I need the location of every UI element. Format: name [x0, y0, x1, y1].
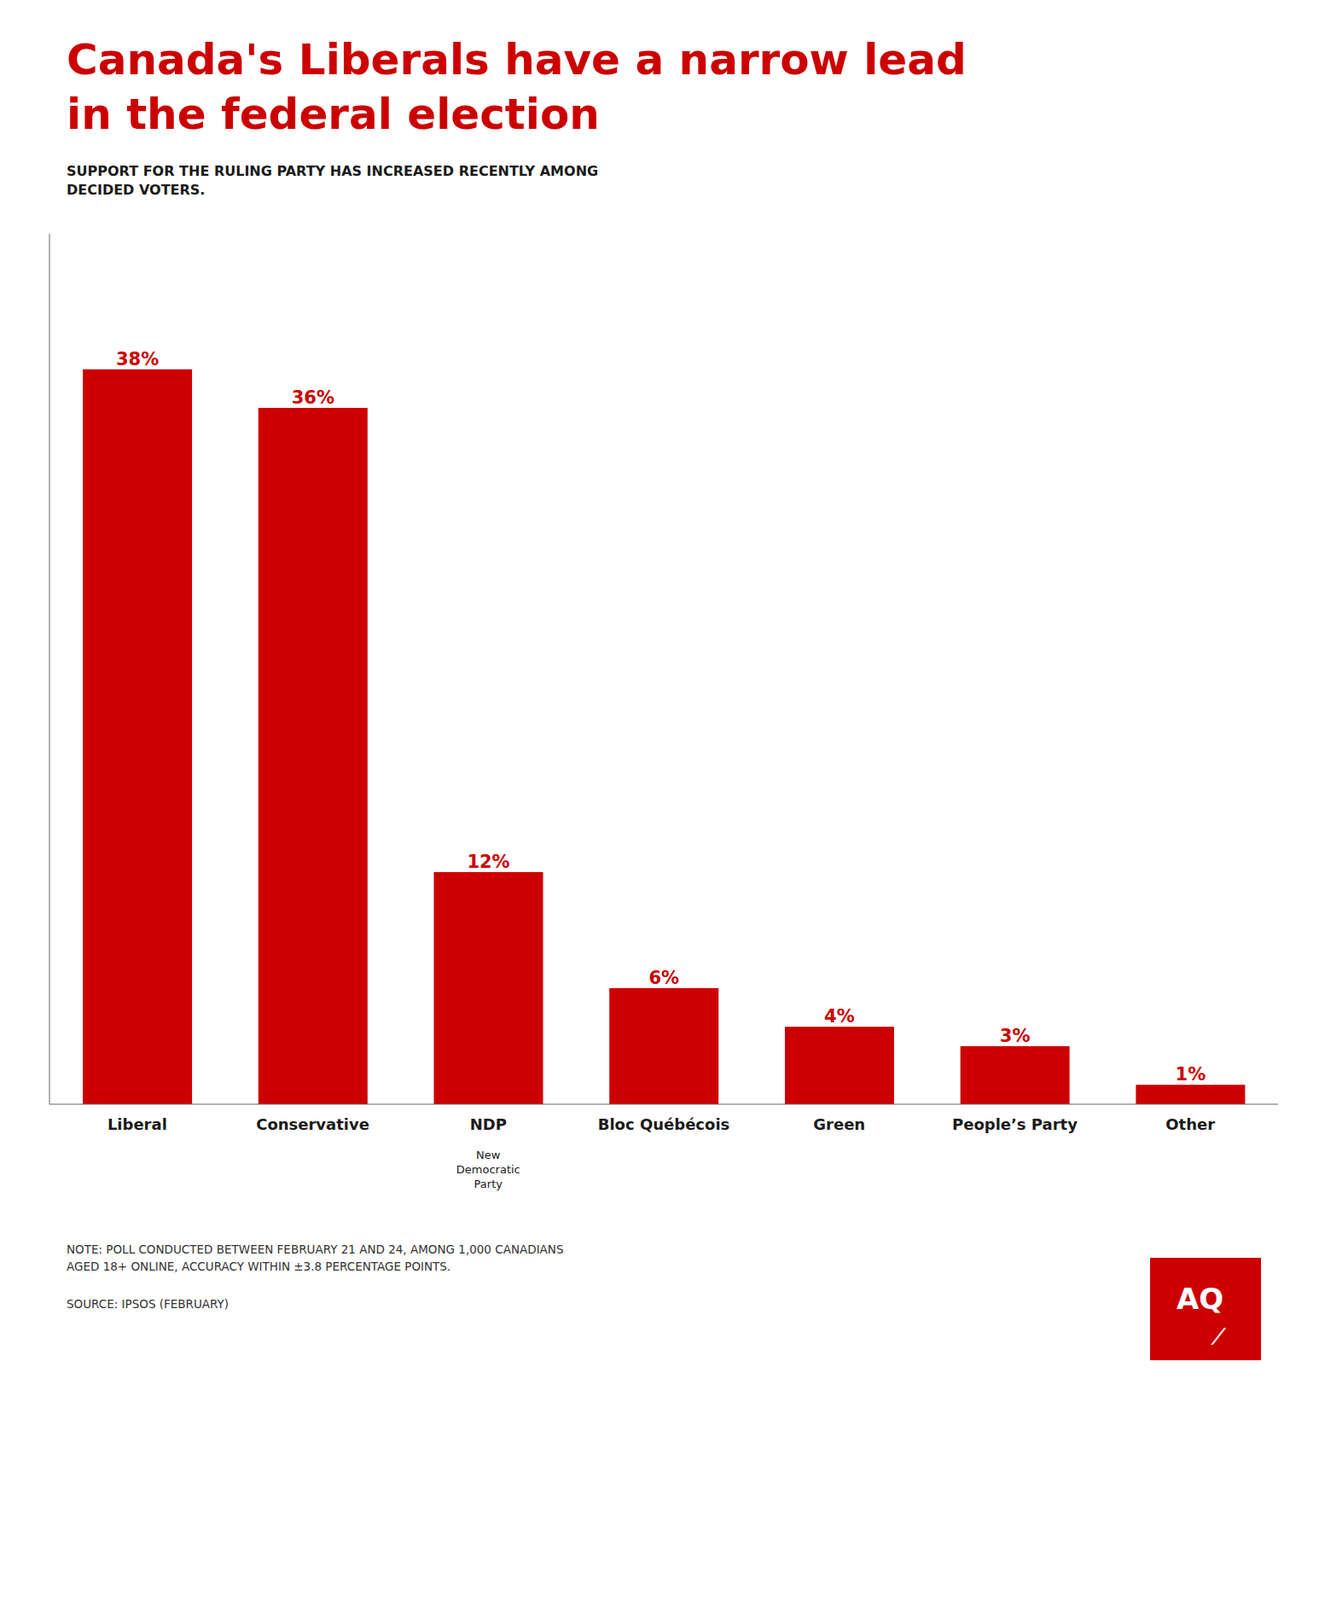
html-text:AQ: AQ	[1176, 1281, 1224, 1316]
svg-text:4%: 4%	[824, 1005, 855, 1027]
svg-text:1%: 1%	[1175, 1063, 1207, 1085]
svg-text:Bloc Québécois: Bloc Québécois	[598, 1115, 731, 1134]
svg-text:People’s Party: People’s Party	[952, 1115, 1078, 1134]
svg-text:Other: Other	[1165, 1115, 1215, 1134]
svg-text:NewDemocraticParty: NewDemocraticParty	[456, 1148, 521, 1191]
svg-text:Green: Green	[813, 1115, 866, 1134]
svg-text:NDP: NDP	[470, 1115, 507, 1134]
svg-text:38%: 38%	[116, 348, 159, 370]
svg-text:Liberal: Liberal	[107, 1115, 168, 1134]
html-text:AGED 18+ ONLINE, ACCURACY WITH: AGED 18+ ONLINE, ACCURACY WITHIN ±3.8 PE…	[66, 1259, 451, 1273]
svg-text:3%: 3%	[999, 1025, 1031, 1046]
svg-text:6%: 6%	[648, 967, 680, 988]
svg-text:Conservative: Conservative	[255, 1115, 370, 1134]
html-text:SUPPORT FOR THE RULING PARTY H: SUPPORT FOR THE RULING PARTY HAS INCREAS…	[66, 162, 599, 180]
html-text:in the federal election: in the federal election	[66, 89, 600, 140]
html-text:NOTE: POLL CONDUCTED BETWEEN F: NOTE: POLL CONDUCTED BETWEEN FEBRUARY 21…	[66, 1242, 564, 1256]
html-text:DECIDED VOTERS.: DECIDED VOTERS.	[66, 181, 206, 198]
svg-text:36%: 36%	[291, 387, 335, 408]
svg-text:12%: 12%	[466, 851, 510, 872]
html-text:Canada's Liberals have a narro: Canada's Liberals have a narrow lead	[66, 34, 967, 85]
html-text:SOURCE: IPSOS (FEBRUARY): SOURCE: IPSOS (FEBRUARY)	[66, 1296, 229, 1311]
